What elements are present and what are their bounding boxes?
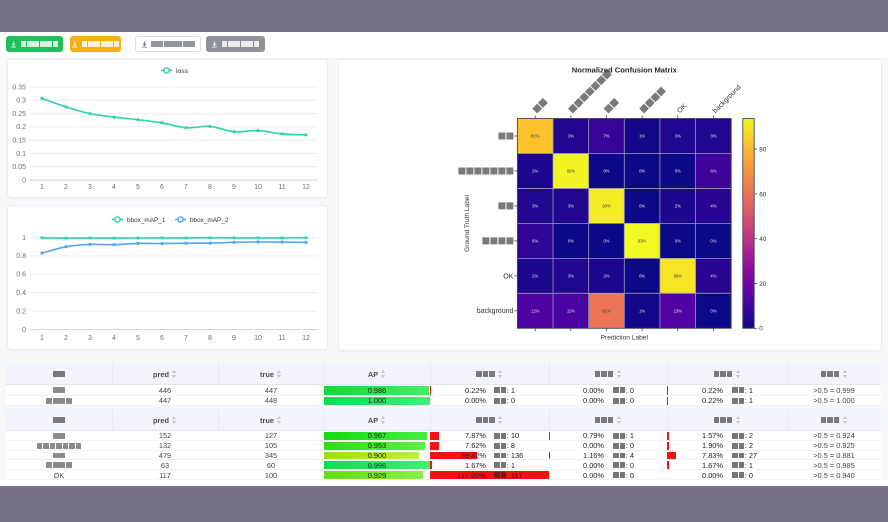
svg-text:0.4: 0.4 [16, 290, 26, 297]
svg-text:2%: 2% [675, 204, 681, 209]
svg-text:0.6: 0.6 [16, 272, 26, 279]
svg-text:Prediction Label: Prediction Label [601, 334, 649, 341]
svg-text:bbox_mAP_2: bbox_mAP_2 [190, 217, 229, 224]
svg-text:1: 1 [40, 184, 44, 191]
svg-text:0%: 0% [603, 239, 609, 244]
svg-text:6%: 6% [532, 239, 538, 244]
svg-text:0: 0 [22, 177, 26, 184]
svg-text:4: 4 [112, 184, 116, 191]
svg-text:9: 9 [232, 184, 236, 191]
svg-text:89%: 89% [674, 274, 683, 279]
svg-text:0.15: 0.15 [12, 138, 26, 145]
svg-text:0%: 0% [675, 169, 681, 174]
svg-text:7: 7 [184, 184, 188, 191]
svg-text:0%: 0% [639, 274, 645, 279]
svg-text:90%: 90% [602, 204, 611, 209]
svg-text:20: 20 [759, 281, 767, 288]
svg-text:3%: 3% [568, 204, 574, 209]
svg-text:3%: 3% [532, 204, 538, 209]
svg-text:12%: 12% [531, 308, 540, 313]
svg-text:10: 10 [254, 184, 262, 191]
svg-text:loss: loss [176, 68, 189, 75]
svg-text:bbox_mAP_1: bbox_mAP_1 [127, 217, 166, 224]
svg-text:81%: 81% [531, 134, 540, 139]
svg-text:OK: OK [676, 103, 688, 115]
svg-text:0: 0 [22, 327, 26, 334]
svg-text:2: 2 [64, 184, 68, 191]
svg-text:0%: 0% [710, 308, 716, 313]
svg-text:Ground Truth Label: Ground Truth Label [464, 194, 471, 251]
svg-text:8: 8 [208, 335, 212, 342]
svg-text:60: 60 [759, 191, 767, 198]
svg-text:0.3: 0.3 [16, 98, 26, 105]
svg-text:3%: 3% [710, 134, 716, 139]
svg-text:3: 3 [88, 335, 92, 342]
svg-text:3%: 3% [568, 134, 574, 139]
svg-text:Normalized Confusion Matrix: Normalized Confusion Matrix [572, 66, 678, 75]
svg-text:1: 1 [40, 335, 44, 342]
svg-text:7%: 7% [603, 134, 609, 139]
svg-text:40: 40 [759, 236, 767, 243]
svg-text:6: 6 [160, 335, 164, 342]
svg-text:5: 5 [136, 335, 140, 342]
svg-text:OK: OK [503, 273, 513, 280]
svg-text:3: 3 [88, 184, 92, 191]
svg-text:2%: 2% [532, 274, 538, 279]
svg-text:0%: 0% [710, 239, 716, 244]
svg-text:12: 12 [302, 184, 310, 191]
svg-text:13%: 13% [674, 308, 683, 313]
svg-text:8: 8 [208, 184, 212, 191]
svg-text:80: 80 [759, 146, 767, 153]
svg-text:7: 7 [184, 335, 188, 342]
svg-text:0%: 0% [639, 169, 645, 174]
svg-text:0%: 0% [603, 169, 609, 174]
svg-text:11: 11 [278, 335, 285, 342]
svg-text:0.2: 0.2 [16, 124, 26, 131]
svg-text:0.8: 0.8 [16, 253, 26, 260]
svg-text:9: 9 [232, 335, 236, 342]
svg-text:0%: 0% [675, 239, 681, 244]
svg-text:2: 2 [64, 335, 68, 342]
svg-text:0.2: 0.2 [16, 308, 26, 315]
svg-text:61%: 61% [602, 308, 611, 313]
svg-text:8%: 8% [710, 169, 716, 174]
svg-text:10: 10 [254, 335, 262, 342]
svg-text:0.05: 0.05 [12, 164, 26, 171]
svg-text:93%: 93% [638, 239, 647, 244]
svg-text:5: 5 [136, 184, 140, 191]
svg-text:background: background [477, 308, 514, 315]
svg-text:2%: 2% [603, 274, 609, 279]
svg-text:3%: 3% [675, 134, 681, 139]
svg-text:4%: 4% [710, 274, 716, 279]
svg-text:0.1: 0.1 [16, 151, 26, 158]
svg-text:11: 11 [278, 184, 285, 191]
svg-text:4%: 4% [710, 204, 716, 209]
svg-text:1%: 1% [639, 308, 645, 313]
svg-text:background: background [712, 84, 743, 115]
svg-text:2%: 2% [532, 169, 538, 174]
svg-text:6: 6 [160, 184, 164, 191]
svg-text:0.25: 0.25 [12, 111, 26, 118]
svg-text:1: 1 [22, 235, 26, 242]
svg-text:3%: 3% [568, 274, 574, 279]
svg-text:0%: 0% [568, 239, 574, 244]
svg-text:1%: 1% [639, 134, 645, 139]
svg-text:12: 12 [302, 335, 310, 342]
svg-text:4: 4 [112, 335, 116, 342]
svg-text:0.35: 0.35 [12, 84, 26, 91]
svg-text:0: 0 [759, 326, 763, 333]
svg-text:92%: 92% [567, 169, 576, 174]
svg-text:0%: 0% [639, 204, 645, 209]
svg-text:11%: 11% [567, 308, 575, 313]
